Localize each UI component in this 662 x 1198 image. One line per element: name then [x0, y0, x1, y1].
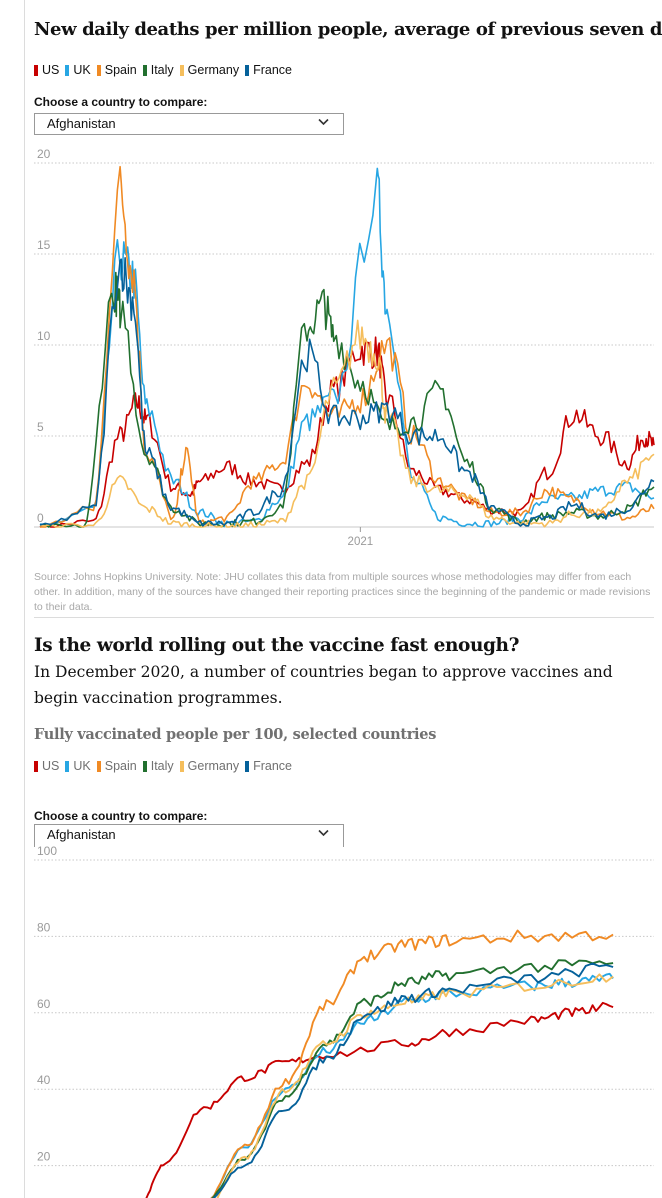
chart-2-title: Fully vaccinated people per 100, selecte… [34, 726, 437, 743]
legend-item-france: France [245, 759, 292, 773]
country-select-value-2: Afghanistan [47, 827, 116, 842]
y-tick-label: 40 [37, 1073, 51, 1087]
choose-country-label: Choose a country to compare: [34, 95, 208, 109]
legend-item-us: US [34, 63, 59, 77]
y-tick-label: 15 [37, 238, 51, 252]
legend-label: Spain [104, 759, 137, 773]
left-rule [24, 0, 25, 1198]
legend-item-germany: Germany [179, 759, 240, 773]
series-line-italy [211, 959, 614, 1198]
section-2-standfirst: In December 2020, a number of countries … [34, 663, 613, 707]
y-tick-label: 100 [37, 844, 57, 858]
y-tick-label: 80 [37, 920, 51, 934]
x-tick-label: 2021 [348, 536, 374, 548]
legend-swatch [142, 64, 147, 76]
legend-item-spain: Spain [96, 759, 137, 773]
legend-label: Spain [104, 63, 137, 77]
legend-item-italy: Italy [142, 63, 174, 77]
chart-1-title: New daily deaths per million people, ave… [34, 19, 662, 40]
series-line-france [212, 962, 614, 1198]
legend-label: US [42, 63, 60, 77]
series-line-uk [210, 972, 614, 1198]
legend-swatch [142, 760, 147, 772]
legend-label: Italy [150, 63, 174, 77]
legend-label: France [253, 759, 292, 773]
y-tick-label: 60 [37, 997, 51, 1011]
legend-item-uk: UK [65, 63, 91, 77]
legend-swatch [179, 64, 184, 76]
legend-label: Italy [150, 759, 174, 773]
legend-swatch [245, 760, 250, 772]
chart-1-legend: US UK Spain Italy Germany France [34, 63, 292, 77]
legend-item-italy: Italy [142, 759, 174, 773]
chevron-down-icon [318, 829, 329, 837]
country-select[interactable]: Afghanistan [34, 113, 344, 135]
y-tick-label: 20 [37, 147, 51, 161]
legend-label: UK [73, 63, 91, 77]
series-line-france [39, 257, 655, 527]
y-tick-label: 20 [37, 1150, 51, 1164]
series-line-spain [210, 929, 614, 1198]
chart-source-note: Source: Johns Hopkins University. Note: … [34, 571, 651, 613]
series-line-uk [39, 167, 655, 528]
section-divider [34, 617, 654, 618]
legend-swatch [34, 64, 38, 76]
deaths-chart: 0 5 10 15 20 2021 [34, 147, 655, 548]
vaccination-chart: 20 40 60 80 100 [34, 844, 654, 1198]
chart-2-legend: US UK Spain Italy Germany France [34, 759, 292, 773]
series-line-germany [39, 319, 655, 528]
legend-label: UK [73, 759, 91, 773]
country-select-2[interactable]: Afghanistan [34, 824, 344, 847]
legend-swatch [96, 760, 101, 772]
legend-swatch [96, 64, 101, 76]
series-line-italy [39, 271, 655, 528]
legend-swatch [34, 760, 38, 772]
series-line-us [39, 336, 655, 528]
series-line-spain [40, 165, 655, 528]
y-tick-label: 5 [37, 420, 44, 434]
y-tick-label: 10 [37, 329, 51, 343]
section-2-heading: Is the world rolling out the vaccine fas… [34, 635, 520, 656]
legend-label: Germany [187, 759, 240, 773]
legend-swatch [179, 760, 184, 772]
legend-swatch [65, 760, 70, 772]
legend-swatch [65, 64, 70, 76]
series-line-us [145, 1001, 614, 1198]
legend-item-us: US [34, 759, 59, 773]
country-select-value: Afghanistan [47, 116, 116, 131]
chevron-down-icon [318, 118, 329, 126]
y-tick-label: 0 [37, 511, 44, 525]
legend-swatch [245, 64, 250, 76]
legend-item-france: France [245, 63, 292, 77]
legend-label: US [42, 759, 60, 773]
legend-label: France [253, 63, 292, 77]
legend-item-spain: Spain [96, 63, 137, 77]
legend-item-uk: UK [65, 759, 91, 773]
choose-country-label-2: Choose a country to compare: [34, 809, 208, 823]
legend-item-germany: Germany [179, 63, 240, 77]
legend-label: Germany [187, 63, 240, 77]
